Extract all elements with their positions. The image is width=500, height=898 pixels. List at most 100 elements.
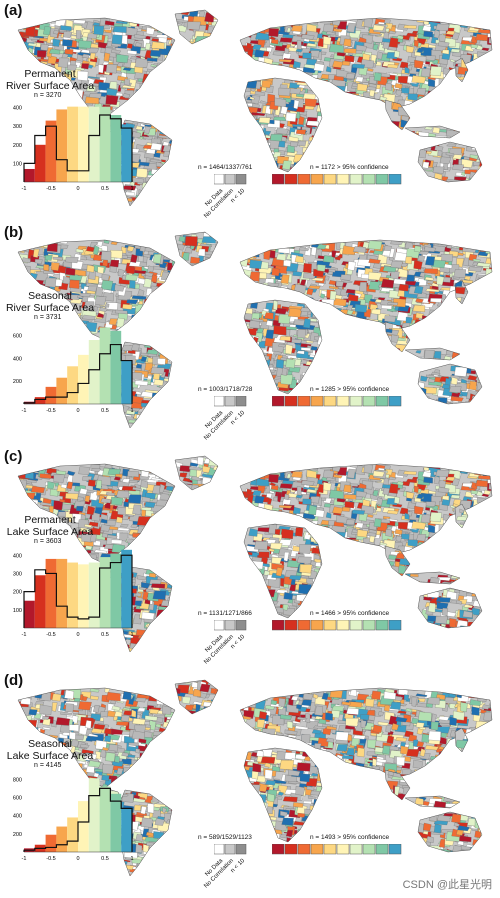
title-line-2: Lake Surface Area [6,750,94,762]
x-tick-label: 0 [76,856,79,862]
title-line-1: Permanent [24,514,76,526]
gray-swatch [235,396,247,407]
y-tick-label: 800 [13,777,22,783]
scale-swatch [310,620,324,631]
y-tick-label: 300 [13,571,22,577]
color-scale [272,396,402,407]
y-tick-label: 200 [13,590,22,596]
histogram-bar [121,808,132,852]
confidence-count: n = 1285 > 95% confidence [310,386,390,393]
x-tick-label: -0.5 [46,856,55,862]
australia-basins [418,142,482,182]
y-tick-label: 100 [13,161,22,167]
histogram-bar [45,834,57,852]
greenland-basins [175,232,218,266]
world-map [17,679,493,877]
title-line-2: River Surface Area [5,80,95,92]
significant-outline [23,787,133,852]
scale-swatch [336,844,350,855]
africa-basins [244,78,322,172]
panel-c: (c) Permanent Lake Surface Area 100 200 300 40… [0,446,500,668]
x-tick-label: -1 [22,408,27,414]
scale-swatch [362,174,376,185]
scale-swatch [323,174,337,185]
panel-d: (d) Seasonal Lake Surface Area 200 400 600 800… [0,670,500,892]
scale-swatch [336,396,350,407]
scale-swatch [284,844,298,855]
panel-title: Seasonal River Surface Area [0,290,100,314]
title-line-1: Seasonal [28,290,72,302]
greenland-basins [175,680,218,714]
n-total: n = 4145 [34,762,62,769]
scale-swatch [272,396,285,407]
scale-swatch [336,620,350,631]
indonesia-basins [405,572,460,584]
greenland-basins [175,456,218,490]
gray-swatch [235,620,247,631]
gray-legend-swatches [214,174,247,185]
scale-swatch [349,844,363,855]
x-tick-label: -1 [22,856,27,862]
x-tick-label: 0.5 [101,186,109,192]
x-tick-label: 0 [76,186,79,192]
histogram-bar [45,120,57,182]
scale-swatch [336,174,350,185]
gray-counts: n = 1003/1718/728 [198,386,253,393]
histogram-bar [24,168,35,182]
histogram-bar [99,106,111,182]
gray-swatch [214,844,225,855]
n-total: n = 3603 [34,538,62,545]
x-tick-label: 0.5 [101,408,109,414]
gray-legend-swatches [214,396,247,407]
scale-swatch [388,620,402,631]
panel-title: Permanent Lake Surface Area [0,514,100,538]
scale-swatch [375,174,389,185]
confidence-count: n = 1466 > 95% confidence [310,610,390,617]
gray-legend-swatches [214,620,247,631]
x-tick-label: 0 [76,408,79,414]
title-line-2: Lake Surface Area [6,526,94,538]
color-scale [272,620,402,631]
histogram-bar [45,386,57,404]
significant-outline [23,554,133,628]
y-tick-label: 400 [13,553,22,559]
x-tick-label: 1 [130,186,133,192]
australia-basins [418,364,482,404]
scale-swatch [375,620,389,631]
indonesia-basins [405,126,460,138]
scale-swatch [323,396,337,407]
histogram-bar [121,549,132,628]
watermark: CSDN @此星光明 [402,879,492,891]
x-tick-label: -1 [22,186,27,192]
scale-swatch [310,396,324,407]
y-tick-label: 600 [13,795,22,801]
histogram-bar [88,562,100,628]
y-tick-label: 200 [13,379,22,385]
histogram-bar [99,557,111,628]
color-scale [272,844,402,855]
x-tick-label: 0.5 [101,856,109,862]
confidence-count: n = 1172 > 95% confidence [310,164,389,171]
histogram-bar [121,124,132,182]
scale-swatch [375,844,389,855]
histogram: 100 200 300 400 -1 -0.5 0 0.5 1 [13,106,134,192]
scale-swatch [284,620,298,631]
histogram: 200 400 600 -1 -0.5 0 0.5 1 [13,327,134,414]
panel-title: Seasonal Lake Surface Area [0,738,100,762]
histogram-bar [56,377,68,404]
gray-swatch [224,396,236,407]
histogram-bar [88,106,100,182]
y-tick-label: 200 [13,832,22,838]
n-total: n = 3270 [34,92,62,99]
panel-b: (b) Seasonal River Surface Area 200 400 600 -1… [0,222,500,444]
histogram-bar [110,115,122,182]
histogram-bar [67,366,78,404]
histogram-bar [78,106,89,182]
histogram-bar [67,817,78,852]
histogram: 200 400 600 800 -1 -0.5 0 0.5 1 [13,777,134,862]
gray-swatch [224,844,236,855]
world-map [17,9,493,207]
scale-swatch [297,174,311,185]
scale-swatch [362,396,376,407]
color-scale [272,174,402,185]
